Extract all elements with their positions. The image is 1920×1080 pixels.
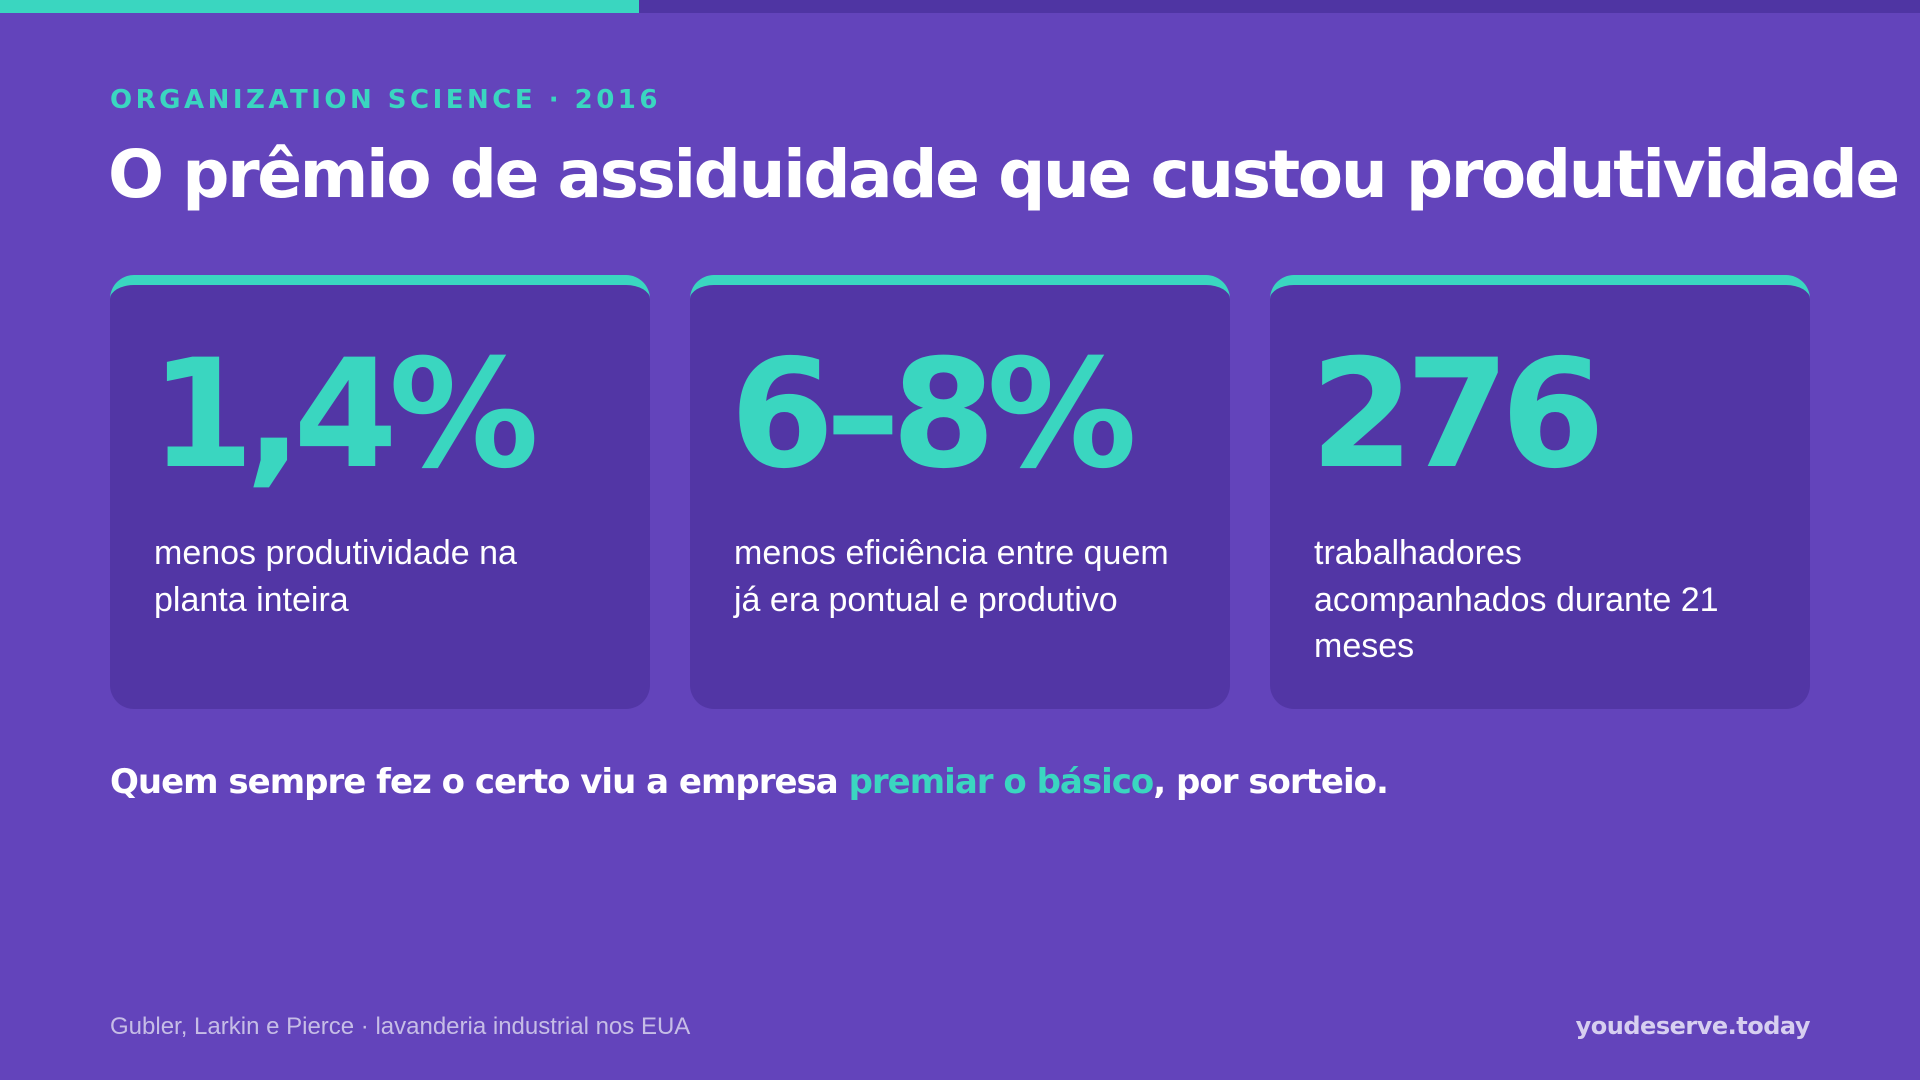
stat-card-workers: 276 trabalhadores acompanhados durante 2…: [1270, 275, 1810, 709]
stat-cards: 1,4% menos produtividade na planta intei…: [110, 275, 1810, 709]
stat-number: 1,4%: [150, 328, 539, 502]
stat-card-efficiency: 6–8% menos eficiência entre quem já era …: [690, 275, 1230, 709]
tagline-highlight: premiar o básico: [848, 762, 1155, 802]
tagline-text: Quem sempre fez o certo viu a empresa: [110, 762, 849, 802]
source-citation: Gubler, Larkin e Pierce · lavanderia ind…: [110, 1013, 691, 1040]
eyebrow-label: ORGANIZATION SCIENCE · 2016: [110, 85, 661, 115]
slide-title: O prêmio de assiduidade que custou produ…: [108, 136, 1900, 213]
stat-description: menos eficiência entre quem já era pontu…: [734, 534, 1169, 619]
stat-number: 6–8%: [730, 328, 1137, 502]
tagline-text-end: , por sorteio.: [1153, 762, 1389, 802]
stat-description: menos produtividade na planta inteira: [154, 534, 517, 619]
stat-number: 276: [1310, 328, 1605, 502]
stat-card-productivity: 1,4% menos produtividade na planta intei…: [110, 275, 650, 709]
progress-bar-fill: [0, 0, 640, 13]
tagline: Quem sempre fez o certo viu a empresa pr…: [110, 757, 1389, 807]
brand-logo-text: youdeserve.today: [1575, 1012, 1811, 1040]
progress-bar: [0, 0, 1920, 13]
stat-description: trabalhadores acompanhados durante 21 me…: [1314, 534, 1719, 665]
